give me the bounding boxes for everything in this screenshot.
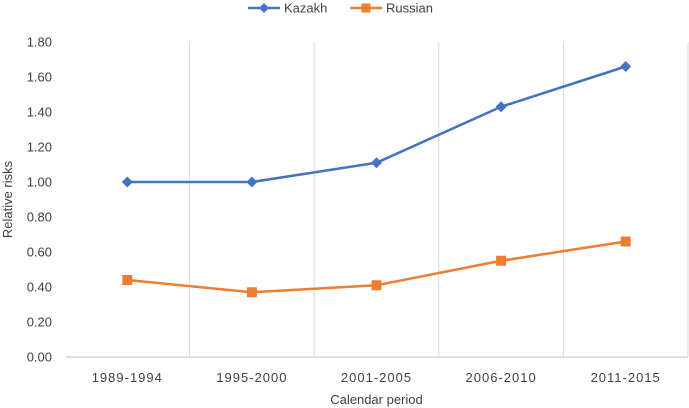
- y-axis-ticks: 0.00 0.20 0.40 0.60 0.80 1.00 1.20 1.40 1.60 1.80: [27, 35, 52, 365]
- legend: Kazakh Russian: [248, 1, 433, 16]
- data-point-russian: [371, 280, 382, 291]
- data-point-russian: [620, 236, 631, 247]
- x-tick-label: 1995-2000: [216, 370, 287, 385]
- data-point-russian: [246, 287, 257, 298]
- y-tick-label: 1.80: [27, 35, 52, 50]
- data-point-kazakh: [620, 61, 632, 72]
- legend-marker-russian: [361, 3, 371, 13]
- x-tick-label: 2006-2010: [466, 370, 537, 385]
- data-point-russian: [122, 275, 133, 285]
- y-tick-label: 1.00: [27, 175, 52, 190]
- y-tick-label: 1.60: [27, 70, 52, 85]
- series-group: [121, 61, 632, 298]
- x-axis-title: Calendar period: [330, 392, 423, 407]
- x-tick-label: 1989-1994: [92, 370, 163, 385]
- y-tick-label: 1.40: [27, 105, 52, 120]
- data-point-kazakh: [371, 157, 382, 169]
- data-point-kazakh: [121, 176, 133, 188]
- data-point-kazakh: [495, 101, 507, 113]
- y-tick-label: 0.40: [27, 280, 52, 295]
- x-tick-label: 2011-2015: [591, 370, 661, 385]
- x-tick-label: 2001-2005: [341, 370, 412, 385]
- x-axis-ticks: 1989-1994 1995-2000 2001-2005 2006-2010 2011…: [92, 370, 661, 385]
- y-tick-label: 0.00: [27, 350, 52, 365]
- legend-marker-kazakh: [259, 3, 269, 13]
- y-tick-label: 0.20: [27, 315, 52, 330]
- y-axis-title: Relative risks: [0, 160, 15, 238]
- legend-label-russian: Russian: [386, 1, 433, 16]
- data-point-kazakh: [246, 176, 258, 188]
- y-tick-label: 0.80: [27, 210, 52, 225]
- grid-lines: [189, 42, 689, 357]
- y-tick-label: 1.20: [27, 140, 52, 155]
- data-point-russian: [496, 255, 507, 266]
- legend-label-kazakh: Kazakh: [284, 1, 327, 16]
- y-tick-label: 0.60: [27, 245, 52, 260]
